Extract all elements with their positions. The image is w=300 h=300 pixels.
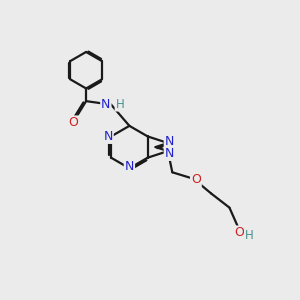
Text: N: N: [165, 147, 174, 160]
Text: O: O: [234, 226, 244, 239]
Text: N: N: [165, 135, 174, 148]
Text: H: H: [245, 229, 254, 242]
Text: H: H: [116, 98, 124, 111]
Text: N: N: [125, 160, 134, 173]
Text: N: N: [103, 130, 113, 143]
Text: O: O: [68, 116, 78, 129]
Text: N: N: [101, 98, 110, 111]
Text: O: O: [191, 173, 201, 187]
